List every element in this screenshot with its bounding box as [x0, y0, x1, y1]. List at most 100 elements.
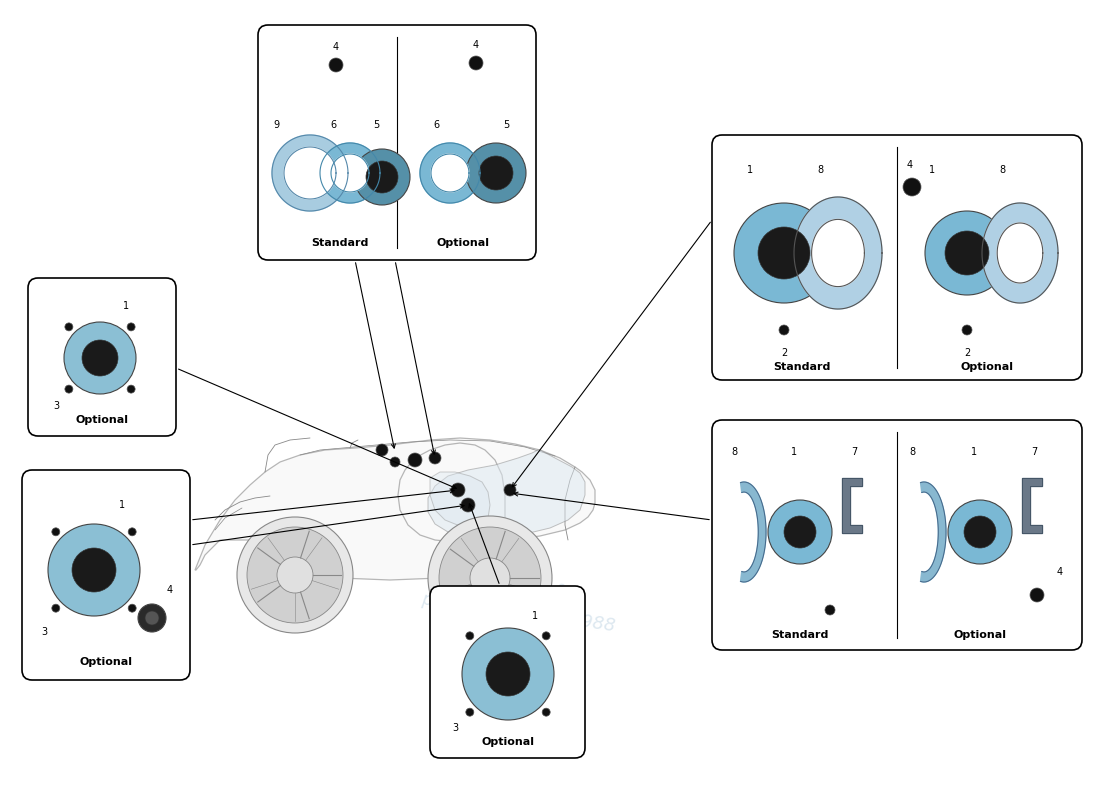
Circle shape [469, 56, 483, 70]
Circle shape [48, 524, 140, 616]
FancyBboxPatch shape [22, 470, 190, 680]
Circle shape [129, 604, 136, 612]
Polygon shape [431, 154, 469, 192]
Circle shape [903, 178, 921, 196]
Circle shape [945, 231, 989, 275]
Text: 1: 1 [532, 611, 538, 621]
Text: a passion for
perfection since 1988: a passion for perfection since 1988 [420, 565, 620, 635]
Circle shape [758, 227, 810, 279]
Polygon shape [272, 135, 348, 211]
Circle shape [962, 325, 972, 335]
Polygon shape [420, 143, 480, 203]
Circle shape [82, 340, 118, 376]
Circle shape [465, 708, 474, 716]
Text: 7: 7 [851, 447, 857, 457]
Circle shape [451, 483, 465, 497]
Polygon shape [740, 482, 766, 582]
Text: Optional: Optional [954, 630, 1007, 640]
Circle shape [64, 322, 136, 394]
Circle shape [779, 325, 789, 335]
Circle shape [408, 453, 422, 467]
Text: Standard: Standard [311, 238, 368, 248]
Text: 3: 3 [41, 627, 47, 637]
Text: 8: 8 [999, 165, 1005, 175]
Polygon shape [331, 154, 368, 192]
Circle shape [129, 528, 136, 536]
Text: 8: 8 [817, 165, 823, 175]
Text: Standard: Standard [771, 630, 828, 640]
Text: 1: 1 [928, 165, 935, 175]
Circle shape [470, 558, 510, 598]
Circle shape [504, 484, 516, 496]
FancyBboxPatch shape [28, 278, 176, 436]
Circle shape [52, 528, 59, 536]
Circle shape [478, 156, 513, 190]
Text: 3: 3 [53, 401, 59, 411]
Circle shape [542, 632, 550, 640]
Text: 4: 4 [473, 40, 480, 50]
Polygon shape [284, 147, 336, 199]
Text: 8: 8 [730, 447, 737, 457]
Circle shape [768, 500, 832, 564]
Text: 1: 1 [123, 301, 129, 311]
Text: Optional: Optional [960, 362, 1013, 372]
FancyBboxPatch shape [430, 586, 585, 758]
FancyBboxPatch shape [258, 25, 536, 260]
Polygon shape [794, 197, 882, 309]
Text: 9: 9 [273, 120, 279, 130]
Circle shape [366, 161, 398, 193]
Text: 5: 5 [503, 120, 509, 130]
Text: 4: 4 [906, 160, 913, 170]
Circle shape [65, 385, 73, 393]
Circle shape [948, 500, 1012, 564]
Polygon shape [428, 450, 585, 536]
Text: 7: 7 [1031, 447, 1037, 457]
Text: Standard: Standard [773, 362, 830, 372]
Circle shape [277, 557, 313, 593]
Circle shape [354, 149, 410, 205]
Text: 2: 2 [964, 348, 970, 358]
Circle shape [486, 652, 530, 696]
Circle shape [128, 385, 135, 393]
Circle shape [52, 604, 59, 612]
Circle shape [542, 708, 550, 716]
Circle shape [462, 628, 554, 720]
Circle shape [428, 516, 552, 640]
Circle shape [65, 323, 73, 331]
Polygon shape [982, 203, 1058, 303]
Polygon shape [812, 219, 865, 286]
Text: 4: 4 [333, 42, 339, 52]
Polygon shape [921, 482, 946, 582]
Circle shape [964, 516, 996, 548]
Circle shape [429, 452, 441, 464]
Circle shape [1030, 588, 1044, 602]
FancyBboxPatch shape [712, 420, 1082, 650]
Polygon shape [1022, 478, 1042, 533]
Text: 8: 8 [909, 447, 915, 457]
Circle shape [390, 457, 400, 467]
Text: Optional: Optional [437, 238, 490, 248]
Circle shape [376, 444, 388, 456]
Text: 4: 4 [167, 585, 173, 595]
Circle shape [329, 58, 343, 72]
Polygon shape [320, 143, 379, 203]
Text: 1: 1 [791, 447, 798, 457]
Circle shape [138, 604, 166, 632]
Circle shape [925, 211, 1009, 295]
Text: Optional: Optional [482, 737, 535, 747]
Text: 1: 1 [119, 500, 125, 510]
Polygon shape [998, 223, 1043, 283]
Circle shape [145, 611, 160, 625]
Text: 2: 2 [781, 348, 788, 358]
Polygon shape [842, 478, 862, 533]
Circle shape [466, 143, 526, 203]
Circle shape [236, 517, 353, 633]
Text: 6: 6 [433, 120, 439, 130]
Polygon shape [430, 472, 490, 528]
Circle shape [248, 527, 343, 623]
Polygon shape [195, 438, 595, 580]
Text: 6: 6 [330, 120, 337, 130]
FancyBboxPatch shape [712, 135, 1082, 380]
Circle shape [825, 605, 835, 615]
Text: 5: 5 [373, 120, 380, 130]
